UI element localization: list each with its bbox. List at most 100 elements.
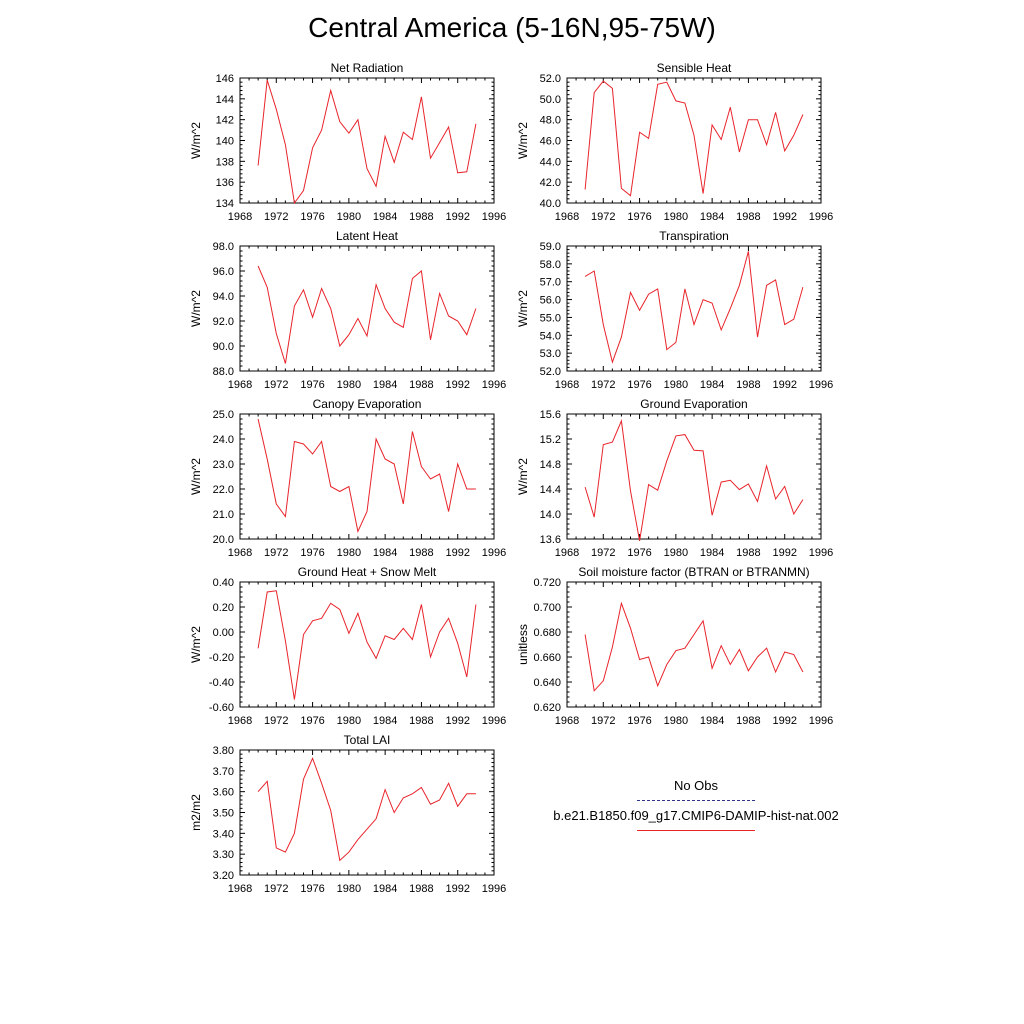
panel-net-radiation: Net Radiation W/m^2 1968 1972 1976 1980 1984 19… <box>189 61 506 223</box>
y-tick-label: 0.680 <box>533 627 561 639</box>
legend-label-model: b.e21.B1850.f09_g17.CMIP6-DAMIP-hist-nat… <box>553 808 839 823</box>
y-tick-label: 136 <box>216 177 234 189</box>
y-tick-label: 23.0 <box>213 459 234 471</box>
y-tick-label: 3.60 <box>213 787 234 799</box>
y-axis-label: W/m^2 <box>189 458 203 495</box>
y-tick-label: 44.0 <box>540 156 561 168</box>
y-tick-label: 59.0 <box>540 241 561 253</box>
x-tick-label: 1992 <box>445 547 469 559</box>
y-tick-label: 42.0 <box>540 177 561 189</box>
y-tick-label: 58.0 <box>540 259 561 271</box>
y-tick-label: 142 <box>216 115 234 127</box>
series-line <box>257 590 477 700</box>
x-tick-label: 1992 <box>772 211 796 223</box>
x-tick-label: 1980 <box>664 547 688 559</box>
y-tick-label: 46.0 <box>540 136 561 148</box>
x-tick-label: 1996 <box>809 715 833 727</box>
panel-total-lai: Total LAI m2/m2 1968 1972 1976 1980 1984 1988 19… <box>189 733 506 895</box>
y-tick-label: 3.30 <box>213 849 234 861</box>
x-tick-label: 1988 <box>736 379 760 391</box>
x-tick-label: 1976 <box>300 379 324 391</box>
y-tick-label: 0.40 <box>213 577 234 589</box>
x-tick-label: 1984 <box>373 379 397 391</box>
legend-line-obs <box>637 800 755 801</box>
y-tick-label: 144 <box>216 94 234 106</box>
x-tick-label: 1992 <box>445 379 469 391</box>
y-tick-label: 98.0 <box>213 241 234 253</box>
x-tick-label: 1992 <box>445 883 469 895</box>
y-tick-label: 15.2 <box>540 434 561 446</box>
x-tick-label: 1988 <box>736 211 760 223</box>
series-line <box>584 80 804 197</box>
x-tick-label: 1976 <box>627 379 651 391</box>
y-tick-label: 0.620 <box>533 702 561 714</box>
y-tick-label: 48.0 <box>540 115 561 127</box>
legend-label-obs: No Obs <box>673 778 719 793</box>
x-tick-label: 1968 <box>555 715 579 727</box>
x-tick-label: 1992 <box>772 715 796 727</box>
x-tick-label: 1968 <box>555 379 579 391</box>
y-tick-label: 20.0 <box>213 534 234 546</box>
plot-frame <box>566 245 822 372</box>
y-tick-label: -0.20 <box>209 652 234 664</box>
x-tick-label: 1976 <box>300 547 324 559</box>
x-tick-label: 1988 <box>736 715 760 727</box>
panel-latent-heat: Latent Heat W/m^2 1968 1972 1976 1980 1984 1988… <box>189 229 506 391</box>
y-tick-label: 0.660 <box>533 652 561 664</box>
y-axis-label: W/m^2 <box>516 458 530 495</box>
y-tick-label: 54.0 <box>540 330 561 342</box>
x-tick-label: 1996 <box>482 715 506 727</box>
y-tick-label: 138 <box>216 156 234 168</box>
y-tick-label: 52.0 <box>540 73 561 85</box>
y-axis-label: W/m^2 <box>189 122 203 159</box>
x-tick-label: 1996 <box>809 211 833 223</box>
x-tick-label: 1996 <box>482 379 506 391</box>
x-tick-label: 1972 <box>264 211 288 223</box>
y-tick-label: -0.40 <box>209 677 234 689</box>
x-tick-label: 1984 <box>700 715 724 727</box>
x-tick-label: 1992 <box>445 211 469 223</box>
x-tick-label: 1980 <box>664 379 688 391</box>
panel-title: Canopy Evaporation <box>313 397 422 411</box>
y-tick-label: 22.0 <box>213 484 234 496</box>
x-tick-label: 1984 <box>373 883 397 895</box>
y-tick-label: 40.0 <box>540 198 561 210</box>
y-tick-label: 53.0 <box>540 348 561 360</box>
x-tick-label: 1972 <box>264 715 288 727</box>
plot-frame <box>566 581 822 708</box>
x-tick-label: 1976 <box>627 211 651 223</box>
x-tick-label: 1992 <box>772 547 796 559</box>
y-tick-label: 140 <box>216 136 234 148</box>
x-tick-label: 1972 <box>591 211 615 223</box>
x-tick-label: 1972 <box>264 547 288 559</box>
y-tick-label: 55.0 <box>540 312 561 324</box>
x-tick-label: 1968 <box>555 211 579 223</box>
panel-title: Soil moisture factor (BTRAN or BTRANMN) <box>578 565 809 579</box>
series-line <box>257 756 476 862</box>
y-tick-label: 57.0 <box>540 277 561 289</box>
x-tick-label: 1980 <box>337 715 361 727</box>
plot-frame <box>239 413 495 540</box>
legend-line-model <box>637 830 755 831</box>
x-tick-label: 1996 <box>482 883 506 895</box>
y-tick-label: 0.20 <box>213 602 234 614</box>
x-tick-label: 1980 <box>337 379 361 391</box>
panel-title: Total LAI <box>344 733 391 747</box>
y-tick-label: 24.0 <box>213 434 234 446</box>
panel-title: Ground Evaporation <box>640 397 747 411</box>
x-tick-label: 1984 <box>700 211 724 223</box>
y-tick-label: 3.80 <box>213 745 234 757</box>
x-tick-label: 1972 <box>591 547 615 559</box>
x-tick-label: 1968 <box>228 547 252 559</box>
y-tick-label: 90.0 <box>213 341 234 353</box>
x-tick-label: 1972 <box>264 379 288 391</box>
y-tick-label: 21.0 <box>213 509 234 521</box>
x-tick-label: 1972 <box>591 379 615 391</box>
plot-frame <box>239 77 495 204</box>
x-tick-label: 1968 <box>228 715 252 727</box>
series-line <box>584 419 804 541</box>
y-tick-label: 15.6 <box>540 409 561 421</box>
x-tick-label: 1968 <box>228 379 252 391</box>
y-tick-label: 92.0 <box>213 316 234 328</box>
y-tick-label: 56.0 <box>540 295 561 307</box>
